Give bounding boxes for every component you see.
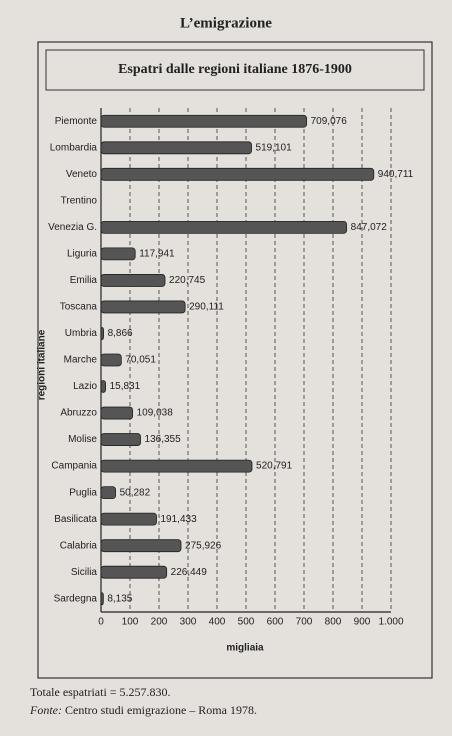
bar <box>100 327 104 340</box>
bar <box>100 300 186 314</box>
bar <box>100 247 136 261</box>
value-label: 290,111 <box>189 302 224 313</box>
value-label: 109,038 <box>137 408 174 419</box>
y-tick-label: Basilicata <box>54 514 97 525</box>
value-label: 15,831 <box>110 381 141 392</box>
y-tick-label: Emilia <box>70 275 98 286</box>
bar <box>100 220 348 234</box>
value-label: 50,282 <box>120 487 151 498</box>
bar <box>100 592 104 606</box>
x-tick-label: 900 <box>354 617 371 628</box>
bar <box>100 459 253 473</box>
value-label: 117,941 <box>139 249 175 260</box>
source-label: Fonte: <box>29 703 62 717</box>
bar <box>100 167 375 181</box>
x-tick-label: 1.000 <box>378 617 403 628</box>
source-text: Centro studi emigrazione – Roma 1978. <box>65 703 257 717</box>
bar <box>100 380 106 393</box>
bar <box>100 539 182 553</box>
value-label: 519,101 <box>256 142 293 153</box>
value-label: 520,791 <box>256 461 293 472</box>
value-label: 191,433 <box>161 514 198 525</box>
chart-title: Espatri dalle regioni italiane 1876-1900 <box>118 62 352 77</box>
x-tick-label: 600 <box>267 617 284 628</box>
y-tick-label: Sicilia <box>71 567 98 578</box>
bar <box>100 565 168 579</box>
page-header: L’emigrazione <box>180 15 272 31</box>
value-label: 136,355 <box>145 434 182 445</box>
title-box <box>45 49 425 91</box>
y-tick-label: Lazio <box>73 381 97 392</box>
x-tick-label: 800 <box>325 617 342 628</box>
x-tick-label: 700 <box>296 617 313 628</box>
y-tick-label: Calabria <box>60 540 98 551</box>
bar <box>100 274 166 287</box>
source-note: Fonte: Centro studi emigrazione – Roma 1… <box>29 703 257 717</box>
value-label: 70,051 <box>125 355 156 366</box>
y-tick-label: Sardegna <box>54 593 98 604</box>
y-axis-label: regioni italiane <box>37 329 48 400</box>
x-tick-label: 0 <box>98 617 104 628</box>
bar <box>100 512 157 526</box>
x-axis-label: migliaia <box>226 643 264 654</box>
y-tick-label: Venezia G. <box>48 222 97 233</box>
x-tick-label: 100 <box>122 617 139 628</box>
x-tick-label: 200 <box>151 617 168 628</box>
y-tick-label: Marche <box>64 355 98 366</box>
value-label: 940,711 <box>378 169 414 180</box>
y-tick-label: Campania <box>51 461 97 472</box>
y-tick-label: Puglia <box>69 487 97 498</box>
x-tick-label: 400 <box>209 617 226 628</box>
value-label: 226,449 <box>171 567 208 578</box>
value-label: 709,076 <box>311 116 348 127</box>
value-label: 847,072 <box>351 222 388 233</box>
value-label: 220,745 <box>169 275 206 286</box>
x-tick-label: 300 <box>180 617 197 628</box>
total-note: Totale espatriati = 5.257.830. <box>30 685 171 699</box>
x-tick-label: 500 <box>238 617 255 628</box>
y-tick-label: Piemonte <box>55 116 98 127</box>
y-tick-label: Umbria <box>65 328 98 339</box>
bar <box>100 114 308 128</box>
y-tick-label: Veneto <box>66 169 98 180</box>
y-tick-label: Toscana <box>60 302 98 313</box>
bar <box>100 406 134 420</box>
y-tick-label: Liguria <box>67 249 97 260</box>
bar <box>100 433 141 446</box>
bar <box>100 486 116 500</box>
bar <box>100 353 122 367</box>
frame <box>37 41 433 679</box>
bar <box>100 141 252 155</box>
y-tick-label: Lombardia <box>50 142 98 153</box>
value-label: 275,926 <box>185 540 222 551</box>
y-tick-label: Abruzzo <box>60 408 97 419</box>
value-label: 8,866 <box>108 328 133 339</box>
y-tick-label: Trentino <box>61 195 98 206</box>
y-tick-label: Molise <box>68 434 97 445</box>
value-label: 8,135 <box>107 593 132 604</box>
